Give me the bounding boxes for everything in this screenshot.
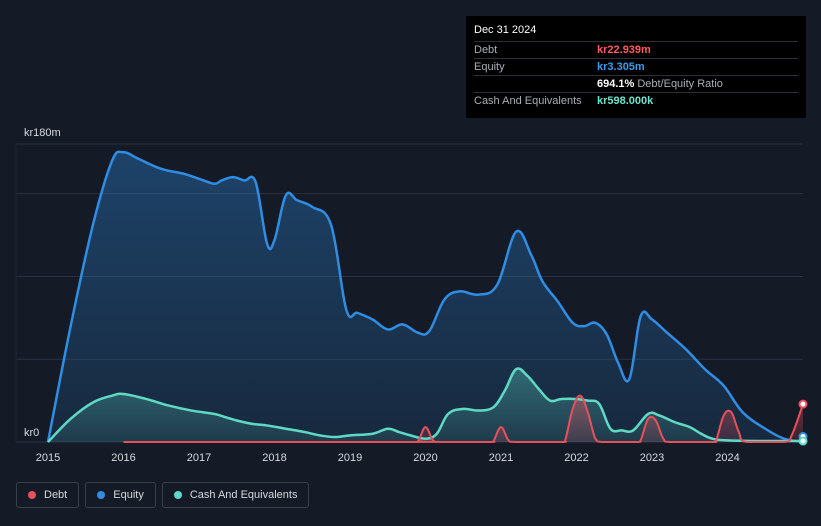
tooltip-row-debt: Debt kr22.939m: [474, 41, 798, 58]
tooltip-row-equity: Equity kr3.305m: [474, 58, 798, 75]
equity-area: [48, 151, 803, 442]
tooltip-row-cash: Cash And Equivalents kr598.000k: [474, 92, 798, 109]
x-tick-label: 2016: [111, 452, 135, 464]
data-tooltip: Dec 31 2024 Debt kr22.939m Equity kr3.30…: [466, 16, 806, 118]
legend-debt-label: Debt: [44, 489, 68, 501]
legend-cash-label: Cash And Equivalents: [189, 489, 298, 501]
debt-end-marker: [798, 399, 808, 409]
y-tick-label: kr180m: [24, 127, 61, 139]
tooltip-ratio-value: 694.1%: [597, 78, 635, 90]
cash-end-marker: [798, 436, 808, 446]
debt-legend-dot-icon: [28, 491, 36, 499]
equity-line: [46, 150, 804, 444]
x-tick-label: 2021: [489, 452, 513, 464]
legend-item-equity[interactable]: Equity: [85, 482, 156, 508]
tooltip-cash-label: Cash And Equivalents: [474, 95, 582, 107]
tooltip-equity-label: Equity: [474, 61, 505, 73]
series-areas: [48, 151, 803, 442]
y-tick-label: kr0: [24, 427, 39, 439]
x-axis-labels: 2015 2016 2017 2018 2019 2020 2021 2022 2023 2024: [36, 452, 740, 464]
tooltip-row-ratio: 694.1% Debt/Equity Ratio: [474, 75, 798, 92]
debt-area: [123, 395, 803, 442]
legend-item-debt[interactable]: Debt: [16, 482, 80, 508]
x-tick-label: 2022: [564, 452, 588, 464]
tooltip-debt-label: Debt: [474, 44, 498, 56]
tooltip-equity-value: kr3.305m: [597, 61, 645, 73]
x-tick-label: 2018: [262, 452, 286, 464]
tooltip-debt-value: kr22.939m: [597, 44, 651, 56]
legend-item-cash[interactable]: Cash And Equivalents: [161, 482, 310, 508]
x-tick-label: 2020: [413, 452, 437, 464]
end-markers: [798, 399, 808, 446]
x-tick-label: 2024: [715, 452, 739, 464]
cash-area: [48, 368, 803, 442]
tooltip-cash-value: kr598.000k: [597, 95, 654, 107]
y-axis-labels: kr180m kr0: [24, 127, 61, 439]
equity-legend-dot-icon: [97, 491, 106, 499]
series-lines: [46, 150, 804, 444]
tooltip-ratio-label: Debt/Equity Ratio: [637, 78, 723, 90]
cash-legend-dot-icon: [173, 491, 182, 499]
x-tick-label: 2015: [36, 452, 60, 464]
legend-equity-label: Equity: [113, 489, 144, 501]
tooltip-date: Dec 31 2024: [474, 24, 537, 36]
x-tick-label: 2017: [187, 452, 211, 464]
chart-legend: Debt Equity Cash And Equivalents: [16, 482, 310, 508]
cash-line: [47, 367, 804, 443]
x-tick-label: 2023: [640, 452, 664, 464]
debt-line: [123, 394, 804, 444]
x-tick-label: 2019: [338, 452, 362, 464]
